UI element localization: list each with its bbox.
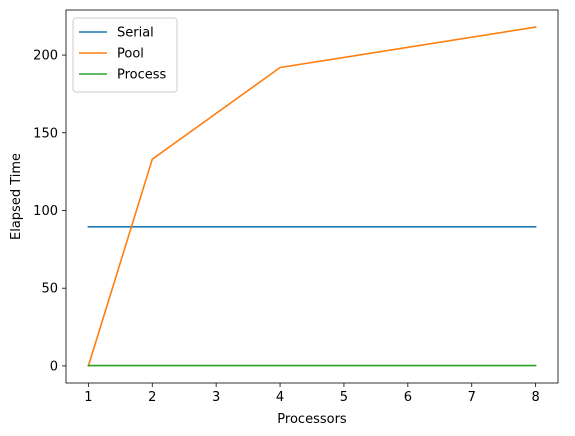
series-line-pool <box>87 26 537 367</box>
y-tick-label: 200 <box>33 49 58 64</box>
x-tick-label: 5 <box>340 390 348 405</box>
x-tick-label: 1 <box>84 390 92 405</box>
x-tick-label: 3 <box>212 390 220 405</box>
y-axis-label: Elapsed Time <box>9 153 24 240</box>
x-axis-label: Processors <box>277 412 347 427</box>
y-tick-label: 50 <box>41 282 58 297</box>
series-layer <box>87 26 537 367</box>
plot-area-frame <box>65 9 559 384</box>
legend: Serial Pool Process <box>72 17 178 93</box>
legend-label-process: Process <box>117 68 167 83</box>
y-axis: 0 50 100 150 200 <box>33 49 66 374</box>
x-tick-label: 6 <box>404 390 412 405</box>
y-tick-label: 150 <box>33 126 58 141</box>
legend-label-pool: Pool <box>117 47 144 62</box>
x-tick-label: 2 <box>148 390 156 405</box>
legend-label-serial: Serial <box>117 26 154 41</box>
x-tick-label: 4 <box>276 390 284 405</box>
x-tick-label: 8 <box>531 390 539 405</box>
x-tick-label: 7 <box>468 390 476 405</box>
x-axis: 1 2 3 4 5 6 7 8 <box>84 383 540 405</box>
y-tick-label: 0 <box>50 359 58 374</box>
y-tick-label: 100 <box>33 204 58 219</box>
